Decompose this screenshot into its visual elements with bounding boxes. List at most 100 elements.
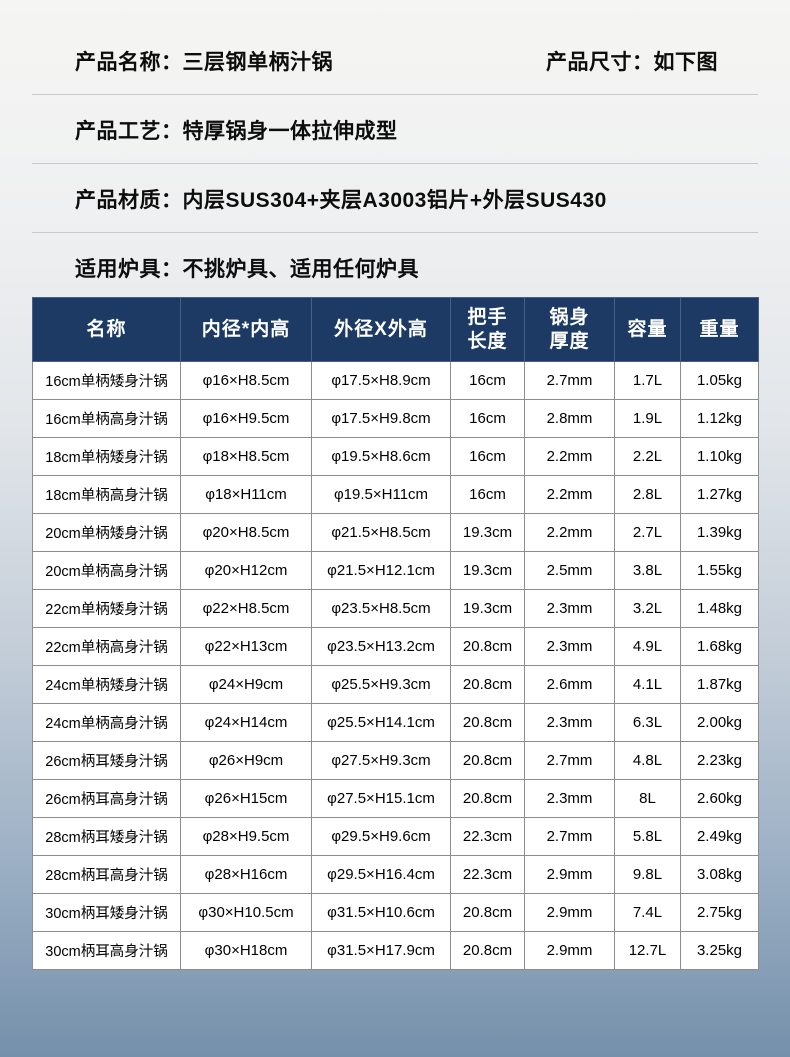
table-cell: 20cm单柄矮身汁锅 [32,513,181,552]
table-cell: 28cm柄耳矮身汁锅 [32,817,181,856]
table-cell: 2.7mm [524,741,615,780]
table-cell: 18cm单柄矮身汁锅 [32,437,181,476]
table-cell: 20.8cm [450,893,525,932]
table-cell: 2.9mm [524,931,615,970]
table-cell: 20.8cm [450,665,525,704]
table-cell: 22cm单柄矮身汁锅 [32,589,181,628]
table-cell: 2.9mm [524,893,615,932]
table-cell: 4.1L [614,665,681,704]
product-name-group: 产品名称：三层钢单柄汁锅 [75,46,333,76]
table-cell: 1.39kg [680,513,759,552]
table-row: 20cm单柄矮身汁锅 φ20×H8.5cm φ21.5×H8.5cm 19.3cm 2.… [32,513,759,552]
table-cell: φ21.5×H12.1cm [311,551,451,590]
column-header-6: 重量 [680,297,759,362]
table-cell: 22cm单柄高身汁锅 [32,627,181,666]
table-cell: 1.12kg [680,399,759,438]
table-row: 22cm单柄高身汁锅 φ22×H13cm φ23.5×H13.2cm 20.8cm 2.… [32,627,759,666]
product-info-section: 产品名称：三层钢单柄汁锅 产品尺寸：如下图 产品工艺：特厚锅身一体拉伸成型 产品… [32,0,758,297]
table-row: 28cm柄耳矮身汁锅 φ28×H9.5cm φ29.5×H9.6cm 22.3cm 2.… [32,817,759,856]
table-cell: 4.9L [614,627,681,666]
table-cell: 2.8mm [524,399,615,438]
table-cell: 2.7L [614,513,681,552]
product-material-value: 内层SUS304+夹层A3003铝片+外层SUS430 [182,189,607,212]
table-cell: φ17.5×H9.8cm [311,399,451,438]
table-cell: 16cm [450,399,525,438]
table-cell: 1.87kg [680,665,759,704]
spec-table-head: 名称 内径*内高 外径X外高 把手 长度 锅身 厚度 容量 重量 [32,297,759,362]
table-cell: 22.3cm [450,817,525,856]
table-row: 16cm单柄高身汁锅 φ16×H9.5cm φ17.5×H9.8cm 16cm 2.8m… [32,399,759,438]
table-cell: 2.49kg [680,817,759,856]
table-row: 28cm柄耳高身汁锅 φ28×H16cm φ29.5×H16.4cm 22.3cm 2.… [32,855,759,894]
table-cell: 30cm柄耳高身汁锅 [32,931,181,970]
table-cell: 2.2L [614,437,681,476]
info-row-craft: 产品工艺：特厚锅身一体拉伸成型 [32,95,758,164]
table-cell: 2.2mm [524,437,615,476]
table-cell: φ26×H15cm [180,779,312,818]
table-cell: φ19.5×H8.6cm [311,437,451,476]
table-cell: 20.8cm [450,627,525,666]
table-cell: 8L [614,779,681,818]
table-cell: φ20×H8.5cm [180,513,312,552]
table-cell: φ18×H8.5cm [180,437,312,476]
table-cell: φ16×H9.5cm [180,399,312,438]
table-cell: 2.7mm [524,361,615,400]
table-cell: φ28×H16cm [180,855,312,894]
table-cell: φ25.5×H9.3cm [311,665,451,704]
table-cell: φ30×H18cm [180,931,312,970]
table-cell: 1.7L [614,361,681,400]
table-cell: 16cm [450,361,525,400]
table-cell: φ24×H9cm [180,665,312,704]
info-row-stove: 适用炉具：不挑炉具、适用任何炉具 [32,233,758,297]
info-row-material: 产品材质：内层SUS304+夹层A3003铝片+外层SUS430 [32,164,758,233]
table-row: 30cm柄耳高身汁锅 φ30×H18cm φ31.5×H17.9cm 20.8cm 2.… [32,931,759,970]
table-cell: 1.55kg [680,551,759,590]
table-cell: φ27.5×H9.3cm [311,741,451,780]
table-cell: 7.4L [614,893,681,932]
product-stove-group: 适用炉具：不挑炉具、适用任何炉具 [75,253,419,283]
table-row: 18cm单柄高身汁锅 φ18×H11cm φ19.5×H11cm 16cm 2.2mm 2… [32,475,759,514]
table-cell: 2.3mm [524,703,615,742]
table-cell: φ16×H8.5cm [180,361,312,400]
table-cell: 2.75kg [680,893,759,932]
table-cell: 2.6mm [524,665,615,704]
table-cell: 16cm单柄高身汁锅 [32,399,181,438]
table-cell: 20.8cm [450,931,525,970]
table-cell: φ23.5×H8.5cm [311,589,451,628]
table-cell: 16cm单柄矮身汁锅 [32,361,181,400]
table-cell: φ19.5×H11cm [311,475,451,514]
table-cell: φ29.5×H16.4cm [311,855,451,894]
table-cell: 2.60kg [680,779,759,818]
info-row-name: 产品名称：三层钢单柄汁锅 产品尺寸：如下图 [32,26,758,95]
table-cell: φ30×H10.5cm [180,893,312,932]
table-row: 16cm单柄矮身汁锅 φ16×H8.5cm φ17.5×H8.9cm 16cm 2.7m… [32,361,759,400]
product-name-label: 产品名称： [75,51,183,74]
table-cell: 2.3mm [524,779,615,818]
table-row: 20cm单柄高身汁锅 φ20×H12cm φ21.5×H12.1cm 19.3cm 2.… [32,551,759,590]
product-name-value: 三层钢单柄汁锅 [182,51,333,74]
column-header-5: 容量 [614,297,681,362]
table-cell: 9.8L [614,855,681,894]
table-cell: 22.3cm [450,855,525,894]
table-cell: 1.10kg [680,437,759,476]
table-row: 26cm柄耳高身汁锅 φ26×H15cm φ27.5×H15.1cm 20.8cm 2.… [32,779,759,818]
table-row: 30cm柄耳矮身汁锅 φ30×H10.5cm φ31.5×H10.6cm 20.8cm… [32,893,759,932]
table-cell: 2.7mm [524,817,615,856]
table-cell: 2.3mm [524,627,615,666]
product-material-group: 产品材质：内层SUS304+夹层A3003铝片+外层SUS430 [75,184,607,214]
table-cell: 1.05kg [680,361,759,400]
product-craft-label: 产品工艺： [75,120,183,143]
spec-table: 名称 内径*内高 外径X外高 把手 长度 锅身 厚度 容量 重量 16cm单柄矮身汁锅 φ16×H… [32,297,759,970]
table-cell: φ22×H8.5cm [180,589,312,628]
header-row: 名称 内径*内高 外径X外高 把手 长度 锅身 厚度 容量 重量 [32,297,759,362]
product-craft-value: 特厚锅身一体拉伸成型 [182,120,398,143]
table-cell: 1.27kg [680,475,759,514]
table-cell: φ20×H12cm [180,551,312,590]
table-cell: 20.8cm [450,703,525,742]
table-cell: φ18×H11cm [180,475,312,514]
table-cell: 16cm [450,437,525,476]
table-row: 24cm单柄高身汁锅 φ24×H14cm φ25.5×H14.1cm 20.8cm 2.… [32,703,759,742]
table-cell: φ22×H13cm [180,627,312,666]
table-cell: 3.08kg [680,855,759,894]
table-cell: 30cm柄耳矮身汁锅 [32,893,181,932]
